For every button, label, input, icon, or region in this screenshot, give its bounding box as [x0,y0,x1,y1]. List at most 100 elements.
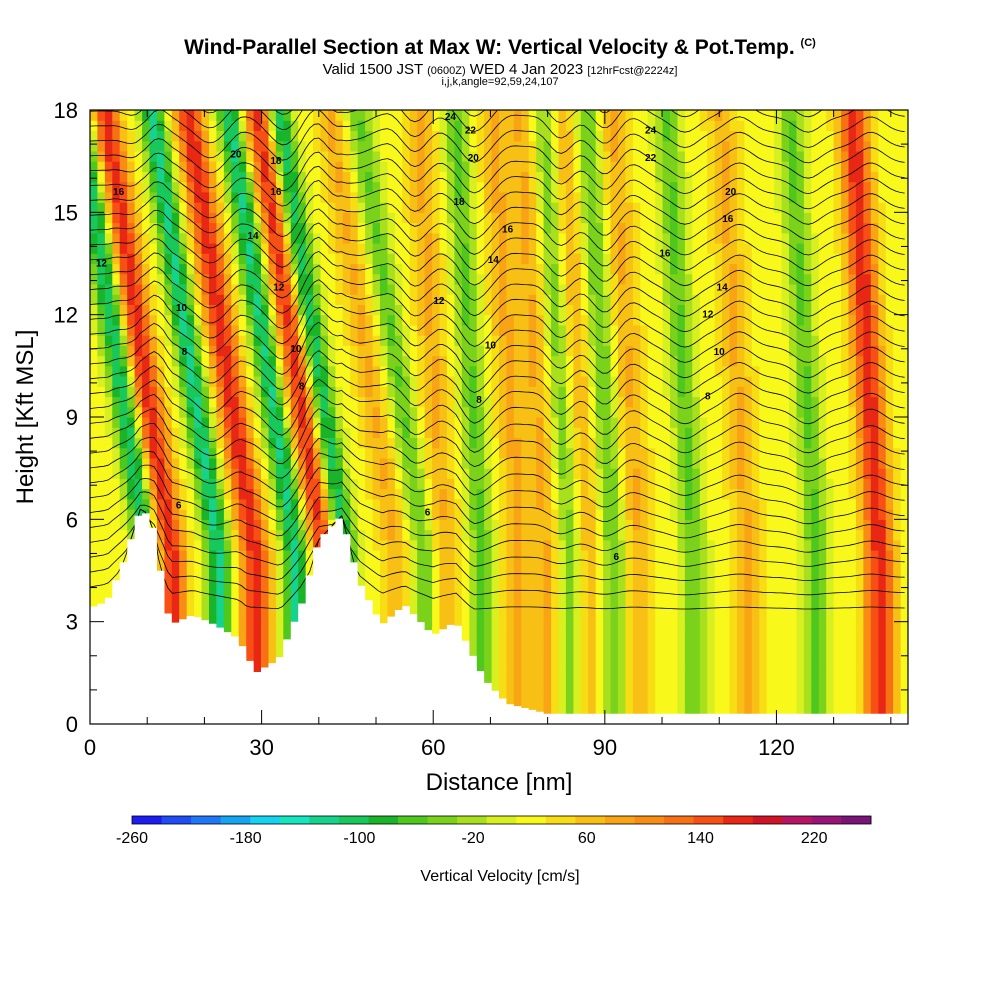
velocity-cell [409,468,418,479]
velocity-cell [744,273,753,285]
velocity-cell [223,529,232,541]
velocity-cell [543,560,552,572]
velocity-cell [268,591,277,602]
velocity-cell [432,314,441,326]
velocity-cell [543,631,552,643]
velocity-cell [209,580,217,592]
velocity-cell [499,519,507,531]
velocity-cell [595,417,604,428]
velocity-cell [543,324,552,336]
velocity-cell [223,509,232,520]
velocity-cell [365,355,374,367]
velocity-cell [722,161,731,172]
velocity-cell [246,212,255,224]
velocity-cell [528,335,537,346]
velocity-cell [104,396,113,408]
velocity-cell [655,621,664,633]
velocity-cell [432,294,441,305]
velocity-cell [454,284,463,295]
velocity-cell [97,130,106,142]
velocity-cell [186,284,195,295]
velocity-cell [387,519,396,531]
velocity-cell [156,120,165,131]
velocity-cell [104,355,113,367]
velocity-cell [759,171,768,183]
velocity-cell [707,140,716,152]
velocity-cell [603,642,612,653]
velocity-cell [595,560,604,572]
velocity-cell [380,570,388,582]
velocity-cell [216,150,225,162]
velocity-cell [461,232,470,244]
velocity-cell [104,222,113,234]
velocity-cell [350,509,359,520]
velocity-cell [603,611,612,623]
velocity-cell [164,191,173,203]
velocity-cell [670,427,678,438]
velocity-cell [506,560,515,572]
velocity-cell [350,304,359,316]
velocity-cell [268,140,277,152]
velocity-cell [253,335,262,346]
velocity-cell [484,570,493,582]
velocity-cell [513,642,522,653]
velocity-cell [722,294,731,305]
velocity-cell [342,284,351,295]
velocity-cell [625,120,634,131]
velocity-cell [127,222,136,234]
velocity-cell [588,212,597,224]
velocity-cell [179,417,188,428]
velocity-cell [283,171,292,183]
velocity-cell [216,437,225,449]
velocity-cell [90,335,98,346]
velocity-cell [506,355,515,367]
velocity-cell [670,539,678,551]
velocity-cell [461,376,470,387]
velocity-cell [209,232,217,244]
velocity-cell [528,693,537,705]
velocity-cell [90,560,98,572]
velocity-cell [528,396,537,408]
velocity-cell [640,376,649,387]
velocity-cell [156,284,165,295]
velocity-cell [454,294,463,305]
velocity-cell [692,703,701,715]
velocity-cell [632,150,641,162]
velocity-cell [528,406,537,418]
velocity-cell [744,580,753,592]
velocity-cell [469,171,478,183]
velocity-cell [268,212,277,224]
velocity-cell [439,601,448,612]
velocity-cell [781,601,790,612]
velocity-cell [283,550,292,561]
velocity-cell [751,457,760,469]
velocity-cell [640,672,649,684]
velocity-cell [722,621,731,633]
velocity-cell [476,150,485,162]
velocity-cell [737,324,745,336]
velocity-cell [595,539,604,551]
velocity-cell [573,314,582,326]
velocity-cell [246,232,255,244]
velocity-cell [677,550,686,561]
velocity-cell [670,324,678,336]
velocity-cell [261,161,269,172]
velocity-cell [759,376,768,387]
velocity-cell [692,437,701,449]
velocity-cell [171,345,180,357]
velocity-cell [216,232,225,244]
velocity-cell [647,171,656,183]
velocity-cell [714,386,723,398]
velocity-cell [543,427,552,438]
velocity-cell [298,591,307,602]
velocity-cell [528,294,537,305]
velocity-cell [670,662,678,674]
velocity-cell [171,550,180,561]
velocity-cell [261,427,269,438]
velocity-cell [603,355,612,367]
velocity-cell [491,191,500,203]
velocity-cell [499,560,507,572]
velocity-cell [774,324,783,336]
velocity-cell [722,110,731,121]
velocity-cell [722,550,731,561]
